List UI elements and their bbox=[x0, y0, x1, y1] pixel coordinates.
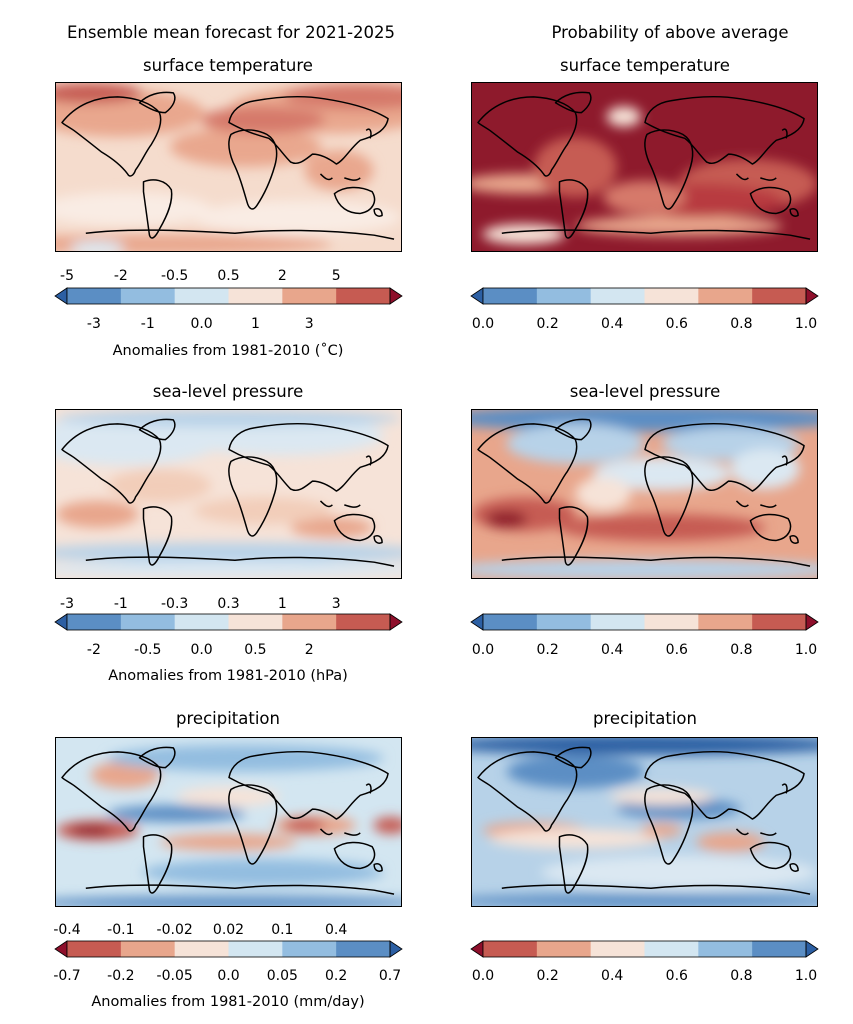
tick-label: 0.02 bbox=[212, 922, 245, 938]
tick-label: 3 bbox=[331, 596, 341, 612]
colorbar-label-temp: Anomalies from 1981-2010 (˚C) bbox=[112, 343, 344, 359]
tick-label: -3 bbox=[86, 316, 101, 332]
tick-label: -1 bbox=[113, 596, 128, 612]
map-slp-mean bbox=[55, 409, 402, 579]
panel-title-temp-mean: surface temperature bbox=[143, 56, 313, 75]
tick-label: 0.4 bbox=[325, 922, 348, 938]
tick-label: 0.0 bbox=[471, 642, 495, 658]
tick-label: 0.6 bbox=[665, 642, 688, 658]
map-precip-mean bbox=[55, 737, 402, 907]
tick-label: 3 bbox=[304, 316, 314, 332]
panel-title-temp-prob: surface temperature bbox=[560, 56, 730, 75]
tick-label: 2 bbox=[277, 268, 287, 284]
tick-label: 2 bbox=[304, 642, 314, 658]
tick-label: 0.0 bbox=[471, 968, 495, 984]
tick-label: 1.0 bbox=[794, 968, 818, 984]
panel-title-slp-mean: sea-level pressure bbox=[152, 382, 304, 401]
colorbar-label-precip: Anomalies from 1981-2010 (mm/day) bbox=[91, 994, 365, 1010]
tick-label: 0.2 bbox=[325, 968, 348, 984]
tick-label: 0.5 bbox=[217, 268, 240, 284]
tick-label: 0.5 bbox=[244, 642, 267, 658]
tick-label: 0.2 bbox=[536, 642, 559, 658]
tick-label: -0.7 bbox=[53, 968, 81, 984]
tick-label: 0.1 bbox=[271, 922, 294, 938]
tick-label: 0.6 bbox=[665, 316, 688, 332]
tick-label: -0.3 bbox=[160, 596, 189, 612]
right-column-title: Probability of above average bbox=[551, 23, 789, 42]
colorbar-label-slp: Anomalies from 1981-2010 (hPa) bbox=[108, 668, 348, 684]
tick-label: -2 bbox=[86, 642, 101, 658]
panel-title-precip-mean: precipitation bbox=[176, 709, 280, 728]
colorbar-temp-mean bbox=[54, 287, 403, 305]
tick-label: 1.0 bbox=[794, 316, 818, 332]
tick-label: -5 bbox=[60, 268, 74, 284]
colorbar-slp-mean bbox=[54, 613, 403, 631]
tick-label: -0.5 bbox=[160, 268, 189, 284]
tick-label: 0.2 bbox=[536, 316, 559, 332]
tick-label: 0.8 bbox=[730, 316, 753, 332]
tick-label: -1 bbox=[140, 316, 155, 332]
tick-label: 0.8 bbox=[730, 642, 753, 658]
tick-label: 0.2 bbox=[536, 968, 559, 984]
colorbar-temp-prob bbox=[470, 287, 819, 305]
tick-label: 0.4 bbox=[601, 642, 624, 658]
tick-label: -0.1 bbox=[107, 922, 135, 938]
colorbar-precip-prob bbox=[470, 940, 819, 958]
tick-label: 0.0 bbox=[190, 642, 213, 658]
panel-title-slp-prob: sea-level pressure bbox=[569, 382, 721, 401]
tick-label: 0.4 bbox=[601, 968, 624, 984]
map-slp-prob bbox=[471, 409, 818, 579]
tick-label: -0.2 bbox=[107, 968, 135, 984]
tick-label: 1 bbox=[277, 596, 287, 612]
tick-label: 0.3 bbox=[217, 596, 240, 612]
colorbar-precip-mean bbox=[54, 940, 403, 958]
map-temp-mean bbox=[55, 82, 402, 252]
tick-label: -2 bbox=[113, 268, 128, 284]
tick-label: -0.05 bbox=[156, 968, 193, 984]
tick-label: -0.5 bbox=[134, 642, 162, 658]
tick-label: 5 bbox=[331, 268, 341, 284]
map-temp-prob bbox=[471, 82, 818, 252]
tick-label: 0.0 bbox=[217, 968, 240, 984]
tick-label: 0.7 bbox=[378, 968, 402, 984]
tick-label: 0.0 bbox=[471, 316, 495, 332]
tick-label: -0.4 bbox=[53, 922, 81, 938]
tick-label: 0.4 bbox=[601, 316, 624, 332]
tick-label: 0.0 bbox=[190, 316, 213, 332]
panel-title-precip-prob: precipitation bbox=[593, 709, 697, 728]
tick-label: 0.05 bbox=[266, 968, 298, 984]
tick-label: 0.6 bbox=[665, 968, 688, 984]
colorbar-slp-prob bbox=[470, 613, 819, 631]
tick-label: 1.0 bbox=[794, 642, 818, 658]
tick-label: -3 bbox=[60, 596, 74, 612]
tick-label: -0.02 bbox=[156, 922, 193, 938]
tick-label: 0.8 bbox=[730, 968, 753, 984]
map-precip-prob bbox=[471, 737, 818, 907]
tick-label: 1 bbox=[250, 316, 260, 332]
left-column-title: Ensemble mean forecast for 2021-2025 bbox=[66, 23, 396, 42]
